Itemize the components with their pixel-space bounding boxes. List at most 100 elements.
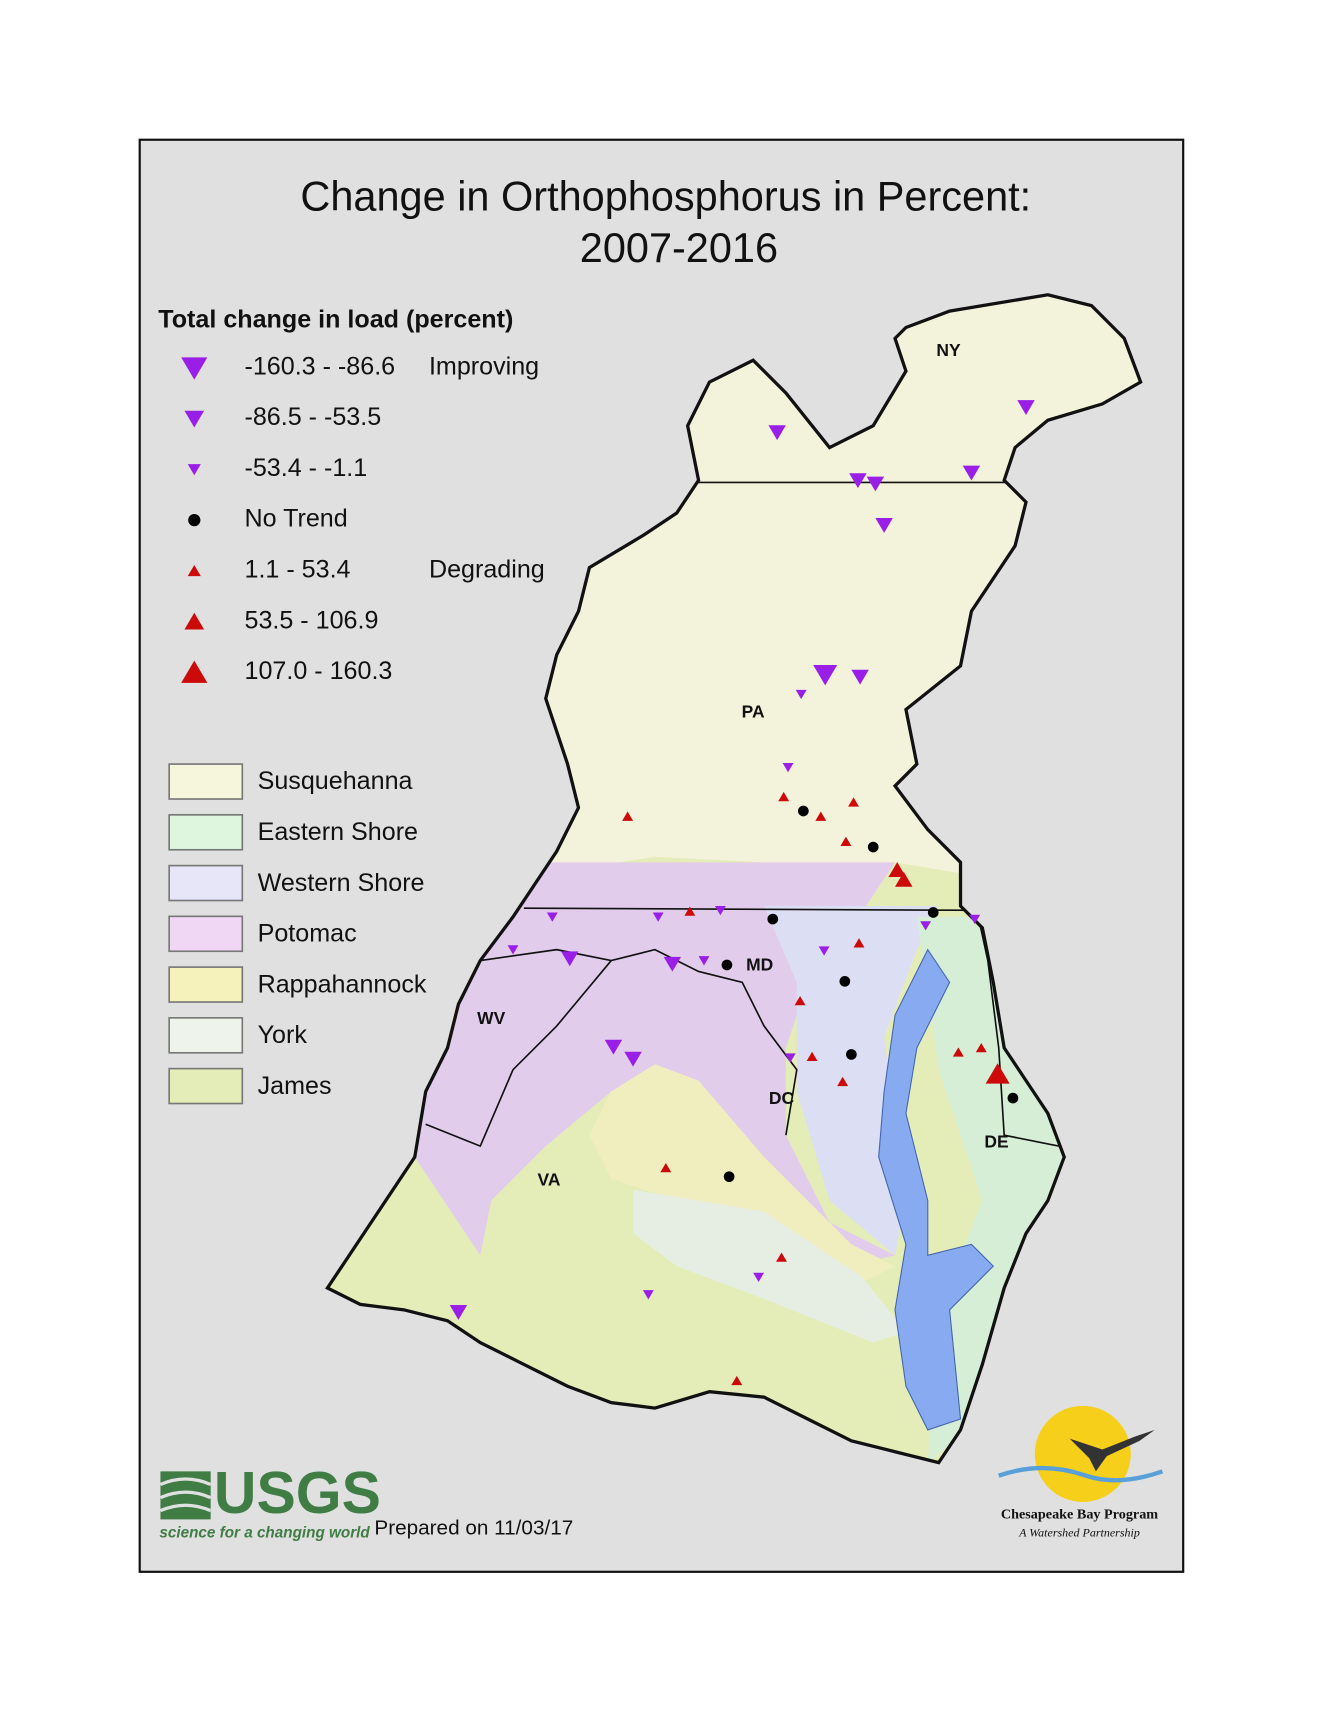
site-marker xyxy=(784,1053,796,1063)
site-marker xyxy=(849,473,867,489)
region-label: York xyxy=(258,1021,308,1049)
site-marker xyxy=(867,841,879,853)
legend-symbol xyxy=(181,357,208,380)
legend-symbol xyxy=(187,564,201,577)
legend-label: 107.0 - 160.3 xyxy=(244,657,392,685)
site-marker xyxy=(604,1039,623,1055)
site-marker xyxy=(768,425,786,441)
site-marker xyxy=(684,906,696,916)
site-marker xyxy=(1007,1092,1019,1104)
site-marker xyxy=(782,762,794,773)
cbp-water xyxy=(998,1465,1164,1483)
cbp-tagline: A Watershed Partnership xyxy=(1018,1525,1140,1539)
legend-label: 53.5 - 106.9 xyxy=(244,606,378,634)
region-swatch xyxy=(168,966,244,1003)
site-marker xyxy=(795,689,807,700)
state-label: DC xyxy=(769,1088,795,1108)
site-marker xyxy=(840,836,852,846)
legend-note: Improving xyxy=(429,352,539,380)
region-label: Rappahannock xyxy=(258,970,427,998)
usgs-tagline: science for a changing world xyxy=(159,1525,370,1542)
york-region xyxy=(633,1189,906,1343)
site-marker xyxy=(723,1171,735,1183)
site-marker xyxy=(776,1252,787,1262)
region-label: James xyxy=(258,1072,332,1100)
site-marker xyxy=(962,465,981,481)
site-marker xyxy=(895,871,913,887)
site-marker xyxy=(1017,400,1035,416)
site-marker xyxy=(624,1051,642,1067)
site-marker xyxy=(652,912,664,922)
legend-label: -53.4 - -1.1 xyxy=(244,454,367,482)
region-swatch xyxy=(168,1017,244,1054)
site-marker xyxy=(837,1076,849,1087)
site-marker xyxy=(846,1049,857,1060)
region-swatch xyxy=(168,763,244,800)
site-marker xyxy=(778,791,790,802)
site-marker xyxy=(975,1042,987,1053)
region-swatch xyxy=(168,814,244,851)
legend-label: -160.3 - -86.6 xyxy=(244,352,395,380)
cbp-name: Chesapeake Bay Program xyxy=(1001,1506,1158,1522)
site-marker xyxy=(698,956,710,966)
legend-title: Total change in load (percent) xyxy=(158,306,513,334)
legend-symbol xyxy=(188,514,201,527)
site-marker xyxy=(985,1063,1010,1084)
site-marker xyxy=(920,921,932,931)
site-marker xyxy=(449,1305,468,1320)
site-marker xyxy=(848,797,860,807)
title-line: 2007-2016 xyxy=(580,224,778,271)
site-marker xyxy=(806,1051,818,1061)
site-marker xyxy=(622,811,634,821)
site-marker xyxy=(663,956,682,972)
state-label: NY xyxy=(936,340,961,360)
site-marker xyxy=(853,938,865,948)
footer: USGS science for a changing world Prepar… xyxy=(159,1405,1164,1542)
region-label: Susquehanna xyxy=(258,767,413,795)
site-marker xyxy=(813,664,838,686)
state-label: PA xyxy=(742,701,765,721)
site-marker xyxy=(888,862,906,877)
region-label: Eastern Shore xyxy=(258,818,418,846)
region-swatch xyxy=(168,915,244,953)
legend-label: No Trend xyxy=(244,505,347,533)
legend-symbol xyxy=(187,464,201,476)
chesapeake-bay xyxy=(878,948,995,1431)
legend-label: -86.5 - -53.5 xyxy=(244,403,381,431)
rappahannock-region xyxy=(589,1064,896,1289)
site-marker xyxy=(642,1290,654,1300)
title-line: Change in Orthophosphorus in Percent: xyxy=(300,173,1031,220)
site-marker xyxy=(561,951,579,967)
usgs-logo xyxy=(159,1471,212,1520)
cbp-sun xyxy=(1034,1405,1131,1502)
site-marker xyxy=(546,912,558,922)
region-label: Western Shore xyxy=(258,869,425,897)
site-marker xyxy=(721,959,733,971)
site-marker xyxy=(767,913,779,925)
legend-symbol xyxy=(181,660,208,683)
site-marker xyxy=(866,476,885,492)
site-marker xyxy=(714,905,726,916)
state-label: MD xyxy=(746,955,773,975)
state-label: VA xyxy=(538,1170,561,1190)
site-marker xyxy=(794,996,806,1006)
site-marker xyxy=(851,669,869,685)
region-swatch xyxy=(168,1067,244,1105)
region-label: Potomac xyxy=(258,920,357,948)
site-marker xyxy=(815,811,827,821)
legend-symbol xyxy=(184,410,205,428)
site-marker xyxy=(839,975,851,987)
site-marker xyxy=(875,518,893,533)
site-marker xyxy=(507,945,519,955)
site-marker xyxy=(969,914,981,924)
site-marker xyxy=(731,1375,743,1386)
region-swatch xyxy=(168,864,244,902)
site-marker xyxy=(797,805,809,817)
legend-symbol xyxy=(184,612,205,630)
site-marker xyxy=(753,1272,765,1282)
cbp-bird xyxy=(1069,1429,1155,1472)
legend-label: 1.1 - 53.4 xyxy=(244,556,350,584)
site-marker xyxy=(927,907,939,918)
site-marker xyxy=(660,1163,672,1173)
